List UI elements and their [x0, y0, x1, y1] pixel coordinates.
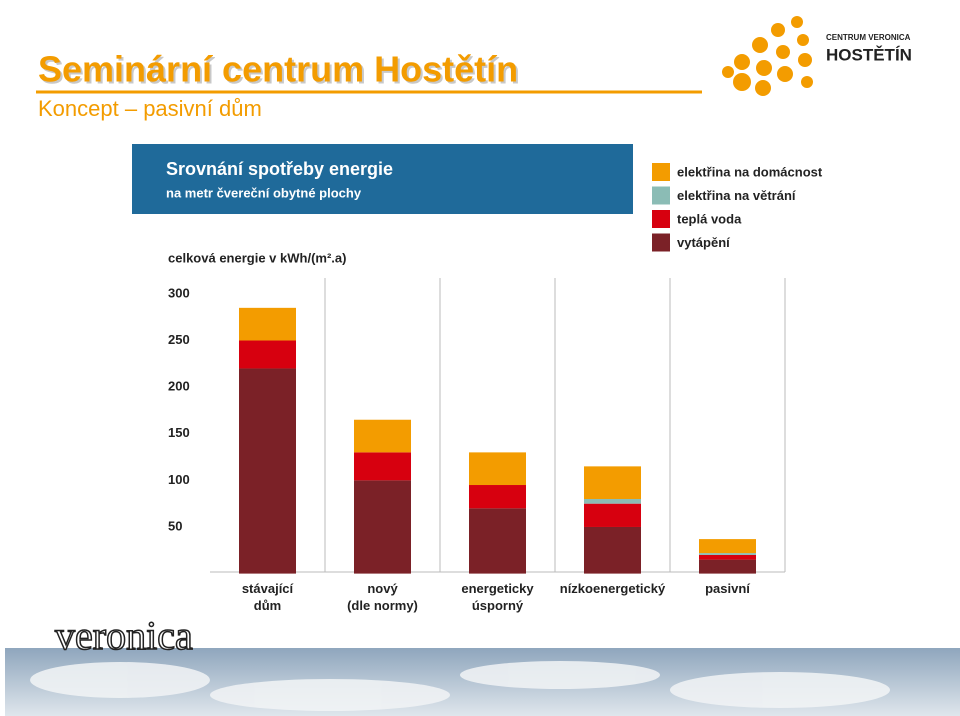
chart-header-box [132, 144, 633, 214]
clouds [30, 661, 890, 711]
chart-title: Srovnání spotřeby energie [166, 159, 393, 179]
bar-segment [584, 499, 641, 504]
x-tick-label: stávající dům [241, 581, 294, 613]
y-tick-label: 200 [168, 379, 190, 394]
title-shadow: Seminární centrum Hostětín [40, 51, 520, 92]
logo-dots [722, 16, 813, 96]
legend-swatch [652, 163, 670, 181]
legend-swatch [652, 186, 670, 205]
bar-segment [584, 466, 641, 500]
x-tick-label: nízkoenergetický [559, 581, 666, 596]
bar-segment [699, 553, 756, 555]
bar-segment [239, 307, 296, 341]
logo-big: HOSTĚTÍN [826, 45, 912, 64]
legend-label: elektřina na větrání [677, 188, 796, 203]
bar-segment [239, 368, 296, 574]
bar-segment [354, 480, 411, 574]
legend-label: vytápění [677, 235, 730, 250]
bar-segment [699, 539, 756, 554]
x-tick-label: nový (dle normy) [347, 581, 418, 613]
bar-segment [699, 559, 756, 574]
bar-segment [469, 452, 526, 486]
bar-segment [469, 485, 526, 509]
x-tick-label: energeticky úsporný [461, 581, 534, 613]
y-tick-label: 150 [168, 425, 190, 440]
y-tick-label: 250 [168, 332, 190, 347]
y-tick-label: 50 [168, 518, 182, 533]
legend-label: elektřina na domácnost [677, 164, 823, 179]
footer-logo: veronica [55, 613, 193, 658]
bar-segment [584, 503, 641, 527]
x-tick-label: pasivní [705, 581, 750, 596]
bar-segment [699, 554, 756, 560]
bar-segment [584, 526, 641, 574]
slide-title: Seminární centrum Hostětín [38, 49, 518, 90]
legend-swatch [652, 210, 670, 228]
legend-swatch [652, 233, 670, 252]
bar-segment [239, 340, 296, 369]
legend-label: teplá voda [677, 211, 742, 226]
slide-subtitle: Koncept – pasivní dům [38, 96, 262, 121]
y-tick-label: 100 [168, 472, 190, 487]
chart-subtitle: na metr čvereční obytné plochy [166, 185, 362, 200]
logo-small: CENTRUM VERONICA [826, 33, 911, 42]
bar-segment [469, 508, 526, 574]
bar-segment [354, 452, 411, 481]
y-axis-label: celková energie v kWh/(m².a) [168, 250, 346, 265]
bar-segment [354, 419, 411, 453]
y-tick-label: 300 [168, 285, 190, 300]
